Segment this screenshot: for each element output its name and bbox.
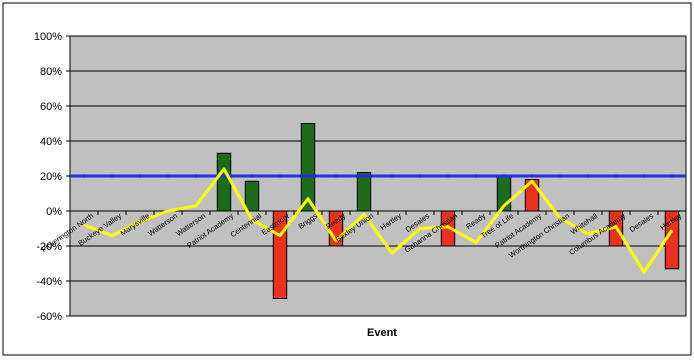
trend-line [83,167,674,274]
target-point [194,174,198,178]
bar [300,123,316,212]
target-point [670,174,674,178]
target-point [82,174,86,178]
y-tick-label: 100% [34,31,62,43]
target-point [586,174,590,178]
target-point [222,174,226,178]
y-tick-label: -20% [36,241,62,253]
y-tick-label: 80% [40,66,62,78]
y-axis: -60% -40% -20% 0% 20% 40% 60% 80% 100% [34,31,70,323]
y-tick-label: 0% [46,206,62,218]
target-point [334,174,338,178]
target-point [390,174,394,178]
target-point [110,174,114,178]
target-point [558,174,562,178]
y-tick-label: -40% [36,276,62,288]
target-point [306,174,310,178]
target-point [474,174,478,178]
plot-area [69,35,687,317]
target-point [446,174,450,178]
bar [216,152,232,212]
y-tick-label: 60% [40,101,62,113]
target-point [642,174,646,178]
target-point [362,174,366,178]
target-point [250,174,254,178]
bar [356,172,372,212]
target-point [138,174,142,178]
y-tick-label: 40% [40,136,62,148]
target-point [502,174,506,178]
x-axis-title: Event [367,327,397,339]
target-point [614,174,618,178]
target-point [278,174,282,178]
target-point [418,174,422,178]
y-tick-label: -60% [36,311,62,323]
target-point [530,174,534,178]
target-point [166,174,170,178]
y-tick-label: 20% [40,171,62,183]
bar [244,180,260,212]
